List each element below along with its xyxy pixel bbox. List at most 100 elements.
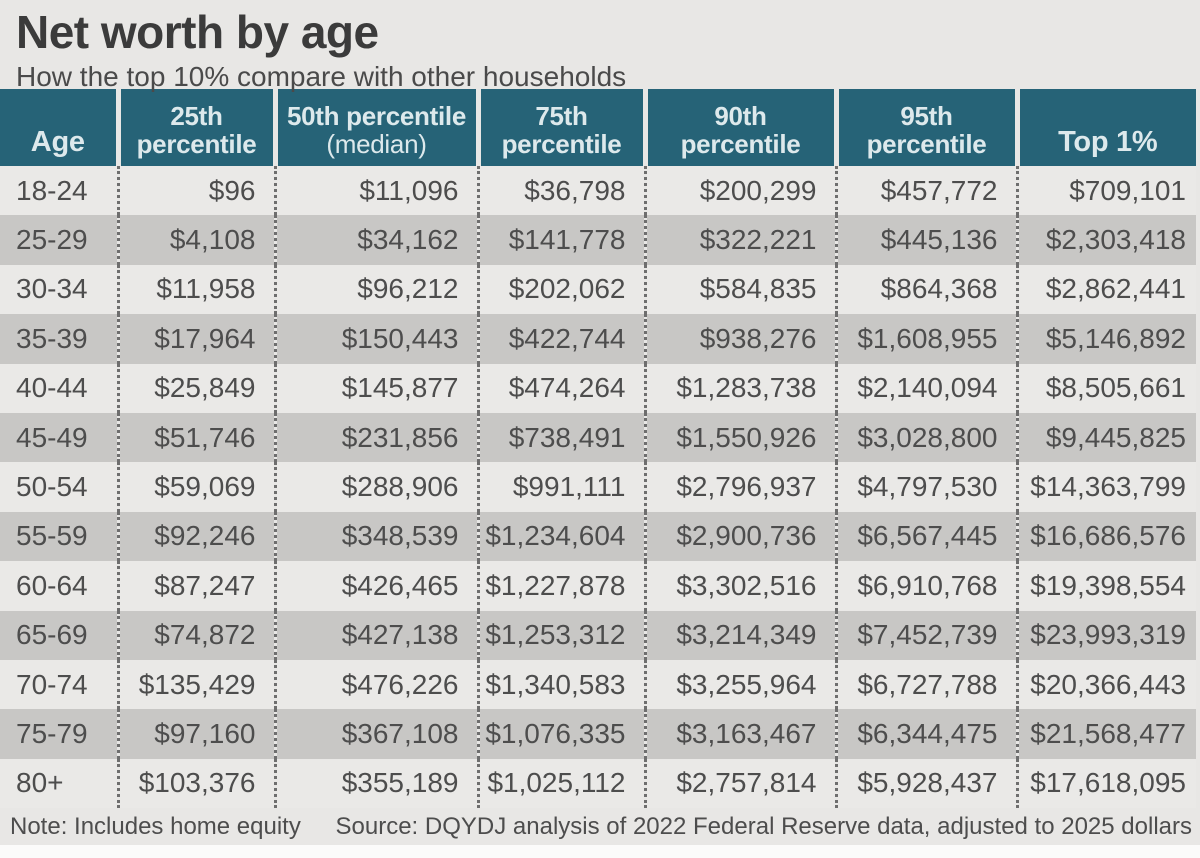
value-cell-25th: $96 <box>116 166 275 216</box>
value-cell-90th: $200,299 <box>643 166 836 216</box>
value-cell-90th: $2,796,937 <box>643 462 836 512</box>
value-cell-50th: $476,226 <box>273 659 478 710</box>
value-cell-90th: $2,757,814 <box>643 758 836 809</box>
col-header-label: Top 1% <box>1058 126 1158 159</box>
col-header-age: Age <box>0 89 118 166</box>
value-cell-25th: $4,108 <box>116 215 275 265</box>
value-cell-95th: $1,608,955 <box>834 314 1017 364</box>
value-cell-50th: $426,465 <box>273 561 478 611</box>
value-cell-75th: $474,264 <box>476 363 645 413</box>
age-cell: 30-34 <box>16 273 88 305</box>
table-row: 25-29 $4,108 $34,162 $141,778 $322,221 $… <box>0 215 1196 265</box>
value-cell-top1: $20,366,443 <box>1015 659 1196 710</box>
age-cell: 18-24 <box>16 174 88 206</box>
footer-note: Note: Includes home equity <box>10 812 301 840</box>
age-cell: 65-69 <box>16 619 88 651</box>
value-cell-top1: $16,686,576 <box>1015 511 1196 562</box>
net-worth-table: Age 25th percentile 50th percentile (media… <box>0 89 1196 809</box>
age-cell: 75-79 <box>16 717 88 749</box>
value-cell-75th: $141,778 <box>476 215 645 265</box>
age-cell: 40-44 <box>16 372 88 404</box>
value-cell-95th: $6,344,475 <box>834 709 1017 759</box>
table-row: 50-54 $59,069 $288,906 $991,111 $2,796,9… <box>0 462 1196 512</box>
value-cell-75th: $202,062 <box>476 264 645 315</box>
value-cell-top1: $21,568,477 <box>1015 709 1196 759</box>
value-cell-50th: $231,856 <box>273 412 478 463</box>
value-cell-25th: $87,247 <box>116 561 275 611</box>
value-cell-95th: $7,452,739 <box>834 610 1017 660</box>
col-header-label: 50th percentile <box>286 100 466 131</box>
table-row: 75-79 $97,160 $367,108 $1,076,335 $3,163… <box>0 709 1196 759</box>
value-cell-25th: $92,246 <box>116 511 275 562</box>
value-cell-90th: $322,221 <box>643 215 836 265</box>
value-cell-50th: $427,138 <box>273 610 478 660</box>
age-cell: 35-39 <box>16 322 88 354</box>
table-row: 18-24 $96 $11,096 $36,798 $200,299 $457,… <box>0 166 1196 216</box>
value-cell-25th: $103,376 <box>116 758 275 809</box>
value-cell-90th: $2,900,736 <box>643 511 836 562</box>
col-header-label: 25th <box>170 100 223 131</box>
value-cell-95th: $6,910,768 <box>834 561 1017 611</box>
value-cell-90th: $3,302,516 <box>643 561 836 611</box>
value-cell-top1: $709,101 <box>1015 166 1196 216</box>
value-cell-90th: $3,163,467 <box>643 709 836 759</box>
table-row: 60-64 $87,247 $426,465 $1,227,878 $3,302… <box>0 561 1196 611</box>
value-cell-75th: $738,491 <box>476 412 645 463</box>
value-cell-95th: $457,772 <box>834 166 1017 216</box>
age-cell: 45-49 <box>16 421 88 453</box>
value-cell-top1: $23,993,319 <box>1015 610 1196 660</box>
table-row: 45-49 $51,746 $231,856 $738,491 $1,550,9… <box>0 412 1196 463</box>
value-cell-50th: $96,212 <box>273 264 478 315</box>
col-header-90th-percentile: 90th percentile <box>642 89 836 166</box>
value-cell-25th: $25,849 <box>116 363 275 413</box>
value-cell-95th: $5,928,437 <box>834 758 1017 809</box>
age-cell: 60-64 <box>16 569 88 601</box>
value-cell-75th: $1,227,878 <box>476 561 645 611</box>
value-cell-25th: $51,746 <box>116 412 275 463</box>
footer: Note: Includes home equity Source: DQYDJ… <box>0 808 1200 845</box>
age-cell: 25-29 <box>16 224 88 256</box>
footer-source: Source: DQYDJ analysis of 2022 Federal R… <box>335 812 1192 840</box>
bottom-band <box>0 845 1200 858</box>
page-title: Net worth by age <box>16 6 379 58</box>
value-cell-top1: $5,146,892 <box>1015 314 1196 364</box>
value-cell-75th: $1,234,604 <box>476 511 645 562</box>
value-cell-top1: $9,445,825 <box>1015 412 1196 463</box>
col-header-50th-percentile: 50th percentile (median) <box>272 89 478 166</box>
value-cell-75th: $36,798 <box>476 166 645 216</box>
value-cell-50th: $355,189 <box>273 758 478 809</box>
table-header: Age 25th percentile 50th percentile (media… <box>0 89 1196 166</box>
col-header-label: 90th <box>714 100 767 131</box>
value-cell-75th: $422,744 <box>476 314 645 364</box>
value-cell-75th: $991,111 <box>476 462 645 512</box>
value-cell-50th: $348,539 <box>273 511 478 562</box>
value-cell-50th: $11,096 <box>273 166 478 216</box>
value-cell-90th: $938,276 <box>643 314 836 364</box>
table-row: 65-69 $74,872 $427,138 $1,253,312 $3,214… <box>0 610 1196 660</box>
value-cell-95th: $445,136 <box>834 215 1017 265</box>
value-cell-75th: $1,340,583 <box>476 659 645 710</box>
table-row: 80+ $103,376 $355,189 $1,025,112 $2,757,… <box>0 758 1196 809</box>
value-cell-50th: $288,906 <box>273 462 478 512</box>
value-cell-90th: $3,255,964 <box>643 659 836 710</box>
value-cell-95th: $3,028,800 <box>834 412 1017 463</box>
age-cell: 80+ <box>16 767 64 799</box>
age-cell: 55-59 <box>16 520 88 552</box>
col-header-25th-percentile: 25th percentile <box>115 89 275 166</box>
value-cell-25th: $11,958 <box>116 264 275 315</box>
value-cell-top1: $2,862,441 <box>1015 264 1196 315</box>
value-cell-95th: $864,368 <box>834 264 1017 315</box>
col-header-label: 95th <box>900 100 953 131</box>
value-cell-top1: $19,398,554 <box>1015 561 1196 611</box>
table-row: 40-44 $25,849 $145,877 $474,264 $1,283,7… <box>0 363 1196 413</box>
value-cell-25th: $59,069 <box>116 462 275 512</box>
value-cell-25th: $17,964 <box>116 314 275 364</box>
page-subtitle: How the top 10% compare with other house… <box>16 61 627 93</box>
value-cell-90th: $1,550,926 <box>643 412 836 463</box>
age-cell: 50-54 <box>16 471 88 503</box>
value-cell-top1: $17,618,095 <box>1015 758 1196 809</box>
value-cell-90th: $584,835 <box>643 264 836 315</box>
value-cell-top1: $8,505,661 <box>1015 363 1196 413</box>
value-cell-95th: $4,797,530 <box>834 462 1017 512</box>
value-cell-50th: $367,108 <box>273 709 478 759</box>
